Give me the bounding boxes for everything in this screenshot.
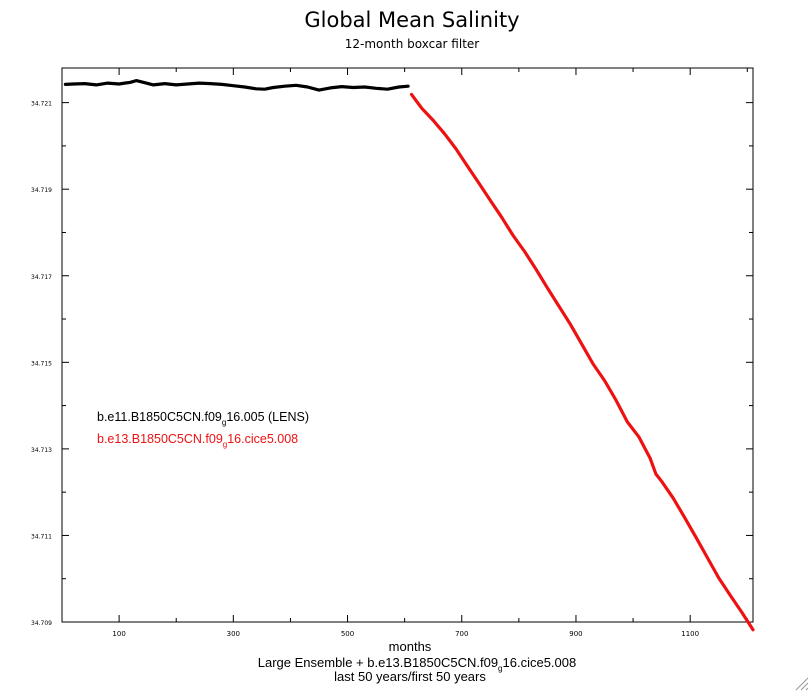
x-axis-label: months <box>389 639 432 654</box>
footer-line-2: last 50 years/first 50 years <box>334 669 486 684</box>
axis-ticks <box>62 68 753 623</box>
series-line-cice5 <box>409 92 755 632</box>
plot-frame <box>61 67 754 623</box>
y-tick-label: 34.715 <box>31 360 52 367</box>
y-tick-labels: 34.721 34.719 34.717 34.715 34.713 34.711 34.7… <box>31 101 52 627</box>
y-tick-label: 34.719 <box>31 187 52 194</box>
series-line-lens <box>63 78 410 92</box>
x-tick-label: 1100 <box>681 630 699 638</box>
x-tick-label: 300 <box>227 630 240 638</box>
x-tick-label: 900 <box>569 630 582 638</box>
x-tick-label: 500 <box>341 630 354 638</box>
chart-title: Global Mean Salinity <box>304 8 519 32</box>
y-tick-label: 34.717 <box>31 274 52 281</box>
legend-entry-lens: b.e11.B1850C5CN.f09g16.005 (LENS) <box>97 410 309 427</box>
x-tick-labels: 100 300 500 700 900 1100 <box>112 630 699 638</box>
y-tick-label: 34.709 <box>31 620 52 627</box>
y-tick-label: 34.721 <box>31 101 52 108</box>
x-tick-label: 700 <box>455 630 468 638</box>
y-tick-label: 34.713 <box>31 447 52 454</box>
footer-line-1: Large Ensemble + b.e13.B1850C5CN.f09g16.… <box>258 655 576 673</box>
chart-subtitle: 12-month boxcar filter <box>345 37 480 51</box>
legend-entry-cice5: b.e13.B1850C5CN.f09g16.cice5.008 <box>97 432 298 449</box>
y-tick-label: 34.711 <box>31 533 52 540</box>
x-tick-label: 100 <box>112 630 125 638</box>
series-lines <box>63 78 755 632</box>
resize-grip-icon <box>795 677 809 691</box>
